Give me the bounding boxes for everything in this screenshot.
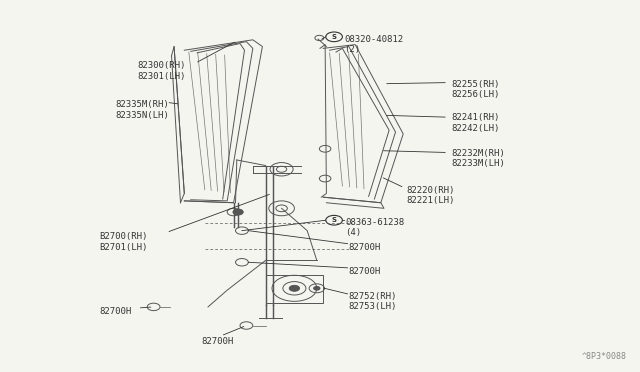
Text: 82752(RH)
82753(LH): 82752(RH) 82753(LH) xyxy=(349,292,397,311)
Text: 82700H: 82700H xyxy=(202,337,234,346)
Text: 82255(RH)
82256(LH): 82255(RH) 82256(LH) xyxy=(451,80,500,99)
Circle shape xyxy=(314,286,320,290)
Text: 82300(RH)
82301(LH): 82300(RH) 82301(LH) xyxy=(138,61,186,81)
Text: 82220(RH)
82221(LH): 82220(RH) 82221(LH) xyxy=(406,186,455,205)
Text: 82241(RH)
82242(LH): 82241(RH) 82242(LH) xyxy=(451,113,500,133)
Text: 82232M(RH)
82233M(LH): 82232M(RH) 82233M(LH) xyxy=(451,149,505,168)
Circle shape xyxy=(233,209,243,215)
Bar xyxy=(266,275,323,303)
Text: 08320-40812
(2): 08320-40812 (2) xyxy=(344,35,403,54)
Text: B2700(RH)
B2701(LH): B2700(RH) B2701(LH) xyxy=(99,232,148,252)
Text: ^8P3*0088: ^8P3*0088 xyxy=(582,352,627,361)
Text: S: S xyxy=(332,217,337,223)
Text: 82700H: 82700H xyxy=(99,307,131,316)
Text: 08363-61238
(4): 08363-61238 (4) xyxy=(346,218,404,237)
Text: 82335M(RH)
82335N(LH): 82335M(RH) 82335N(LH) xyxy=(115,100,169,120)
Text: 82700H: 82700H xyxy=(349,243,381,251)
Text: 82700H: 82700H xyxy=(349,267,381,276)
Text: S: S xyxy=(332,34,337,40)
Circle shape xyxy=(289,285,300,291)
